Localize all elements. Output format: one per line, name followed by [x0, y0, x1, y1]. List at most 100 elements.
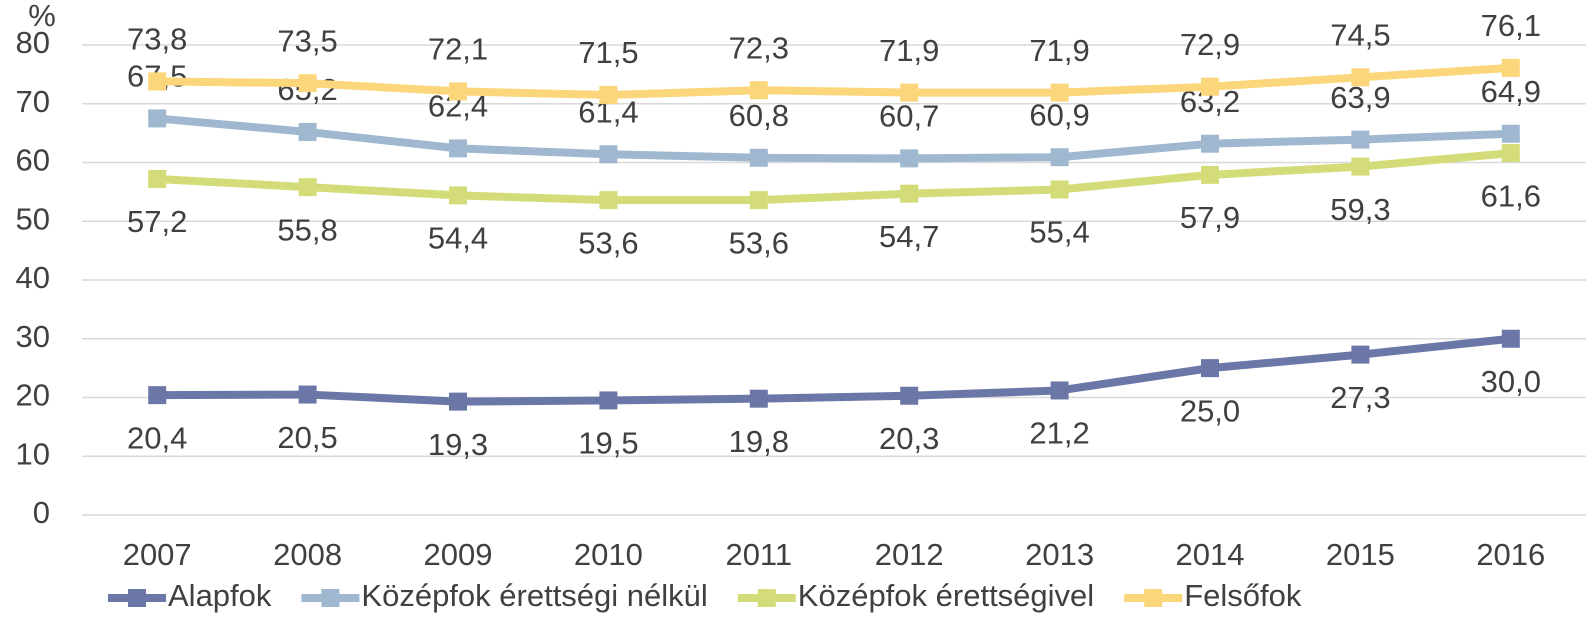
data-label: 61,6 — [1481, 178, 1541, 213]
marker — [749, 81, 768, 100]
legend-marker — [321, 589, 340, 607]
data-label: 72,3 — [729, 30, 789, 65]
legend-item: Felsőfok — [1124, 578, 1302, 613]
marker — [449, 186, 467, 205]
marker — [1050, 148, 1069, 167]
data-label: 72,9 — [1180, 27, 1240, 62]
x-tick-label: 2007 — [123, 537, 192, 572]
marker — [1050, 83, 1069, 102]
marker — [298, 178, 317, 197]
data-label: 71,9 — [879, 33, 939, 68]
marker — [1501, 58, 1520, 77]
data-label: 55,4 — [1029, 215, 1089, 250]
marker — [1201, 359, 1219, 378]
y-tick-label: 0 — [33, 495, 50, 530]
data-label: 19,5 — [578, 426, 638, 461]
data-label: 59,3 — [1330, 192, 1390, 227]
data-label: 71,9 — [1029, 33, 1089, 68]
data-label: 60,8 — [729, 98, 789, 133]
data-label: 73,5 — [277, 23, 337, 58]
data-label: 25,0 — [1180, 393, 1240, 428]
y-tick-label: 40 — [16, 260, 50, 295]
marker — [1351, 130, 1370, 149]
data-label: 19,3 — [428, 427, 488, 462]
y-tick-label: 10 — [16, 436, 50, 471]
y-tick-label: 80 — [16, 25, 50, 60]
data-label: 57,9 — [1180, 200, 1240, 235]
legend-marker — [128, 589, 146, 607]
x-tick-label: 2016 — [1476, 537, 1545, 572]
marker — [1351, 345, 1370, 364]
data-label: 60,7 — [879, 99, 939, 134]
legend-item: Alapfok — [108, 578, 272, 613]
legend-item: Középfok érettségi nélkül — [301, 578, 708, 613]
series-line — [156, 114, 1511, 163]
legend-item: Középfok érettségivel — [737, 578, 1094, 613]
data-label: 27,3 — [1330, 380, 1390, 415]
marker — [449, 392, 467, 411]
marker — [599, 145, 618, 164]
marker — [298, 74, 317, 93]
marker — [749, 389, 768, 408]
marker — [1201, 165, 1219, 184]
data-label: 54,4 — [428, 221, 488, 256]
marker — [1351, 68, 1370, 87]
x-tick-label: 2014 — [1176, 537, 1245, 572]
marker — [148, 386, 167, 405]
x-tick-label: 2011 — [725, 537, 792, 572]
marker — [1501, 124, 1520, 143]
marker — [599, 391, 618, 410]
marker — [900, 386, 919, 405]
data-label: 30,0 — [1481, 364, 1541, 399]
marker — [1351, 157, 1370, 176]
marker — [599, 191, 618, 210]
x-tick-label: 2015 — [1326, 537, 1395, 572]
data-label: 19,8 — [729, 424, 789, 459]
marker — [1201, 77, 1219, 96]
x-tick-label: 2012 — [875, 537, 944, 572]
data-label: 21,2 — [1029, 416, 1089, 451]
legend-label: Alapfok — [168, 578, 272, 613]
series-line — [157, 63, 1512, 99]
data-label: 20,4 — [127, 420, 187, 455]
marker — [449, 139, 467, 158]
x-tick-label: 2013 — [1025, 537, 1094, 572]
data-label: 54,7 — [879, 219, 939, 254]
marker — [1501, 144, 1520, 163]
marker — [298, 122, 317, 141]
data-label: 76,1 — [1481, 8, 1541, 43]
legend-marker — [1144, 589, 1163, 607]
marker — [1050, 381, 1069, 400]
data-label: 71,5 — [578, 35, 638, 70]
marker — [449, 82, 467, 101]
data-label: 74,5 — [1330, 18, 1390, 53]
y-tick-label: 30 — [16, 319, 50, 354]
data-label: 72,1 — [428, 32, 488, 67]
legend-label: Középfok érettségivel — [798, 578, 1094, 613]
series-line — [157, 334, 1512, 406]
legend-marker — [757, 589, 776, 607]
data-label: 53,6 — [729, 225, 789, 260]
legend-label: Középfok érettségi nélkül — [361, 578, 707, 613]
marker — [900, 184, 919, 203]
marker — [1201, 134, 1219, 153]
y-tick-label: 50 — [16, 201, 50, 236]
marker — [1050, 180, 1069, 199]
data-label: 55,8 — [277, 212, 337, 247]
data-label: 20,3 — [879, 421, 939, 456]
marker — [298, 385, 317, 404]
marker — [900, 149, 919, 168]
data-label: 60,9 — [1029, 97, 1089, 132]
marker — [1501, 329, 1520, 348]
x-tick-label: 2010 — [574, 537, 643, 572]
marker — [148, 109, 167, 128]
y-tick-label: 20 — [16, 378, 50, 413]
y-axis-label: % — [28, 0, 56, 33]
legend-label: Felsőfok — [1184, 578, 1302, 613]
marker — [148, 72, 167, 91]
marker — [900, 83, 919, 102]
data-label: 57,2 — [127, 204, 187, 239]
data-label: 20,5 — [277, 420, 337, 455]
series-line — [156, 149, 1512, 205]
